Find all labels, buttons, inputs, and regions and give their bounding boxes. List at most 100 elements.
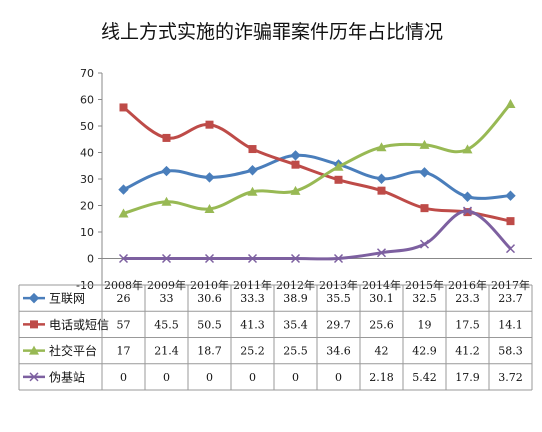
data-label: 17: [117, 345, 131, 358]
data-point: [334, 175, 343, 184]
legend-marker: [28, 292, 40, 304]
data-label: 45.5: [154, 318, 179, 331]
series-line: [122, 153, 511, 200]
x-tick-label: 2011年: [233, 278, 272, 292]
data-point: [462, 191, 473, 202]
y-tick-label: 40: [80, 147, 94, 160]
data-label: 35.4: [283, 318, 308, 331]
data-label: 34.6: [326, 345, 351, 358]
data-label: 58.3: [498, 345, 523, 358]
legend-marker-stroke: [29, 372, 39, 382]
data-point: [376, 248, 387, 258]
data-label: 18.7: [197, 345, 222, 358]
legend-label: 互联网: [49, 292, 85, 306]
data-label: 33.3: [240, 292, 265, 305]
data-point: [161, 196, 172, 206]
data-label: 29.7: [326, 318, 351, 331]
x-tick-label: 2010年: [190, 278, 229, 292]
data-point-stroke: [204, 253, 215, 264]
data-point: [505, 244, 516, 254]
data-label: 42.9: [412, 345, 437, 358]
x-tick-label: 2016年: [448, 278, 487, 292]
x-tick-label: 2013年: [319, 278, 358, 292]
data-point: [161, 253, 172, 264]
data-label: 0: [206, 371, 213, 384]
data-label: 57: [117, 318, 131, 331]
series-4: [118, 206, 516, 264]
data-point: [506, 217, 515, 226]
legend-label: 伪基站: [49, 370, 85, 384]
data-label: 25.2: [240, 345, 265, 358]
data-point: [247, 186, 258, 196]
y-tick-label: 50: [80, 120, 94, 133]
data-label: 5.42: [412, 371, 437, 384]
data-point: [420, 204, 429, 213]
data-label: 2.18: [369, 371, 394, 384]
data-label: 41.2: [455, 345, 480, 358]
data-point: [333, 161, 344, 171]
data-point: [377, 186, 386, 195]
legend-label: 电话或短信: [49, 318, 109, 332]
x-tick-label: 2012年: [276, 278, 315, 292]
data-point: [419, 239, 430, 249]
data-label: 35.5: [326, 292, 351, 305]
series-line: [123, 209, 512, 261]
data-point: [462, 206, 473, 216]
x-tick-label: 2017年: [491, 278, 530, 292]
data-point: [204, 253, 215, 264]
data-label: 26: [117, 292, 131, 305]
chart-title: 线上方式实施的诈骗罪案件历年占比情况: [101, 21, 443, 43]
data-point: [162, 133, 171, 142]
data-point: [204, 203, 215, 213]
data-label: 0: [120, 371, 127, 384]
data-label: 0: [335, 371, 342, 384]
data-point: [505, 99, 516, 109]
series-line: [123, 102, 512, 215]
data-point: [247, 253, 258, 264]
data-label: 38.9: [283, 292, 308, 305]
data-point: [248, 145, 257, 154]
data-label: 30.6: [197, 292, 222, 305]
data-point: [462, 144, 473, 154]
data-label: 0: [163, 371, 170, 384]
data-point: [290, 253, 301, 264]
data-point-stroke: [247, 253, 258, 264]
data-point: [290, 185, 301, 195]
data-label: 23.7: [498, 292, 523, 305]
data-label: 25.5: [283, 345, 308, 358]
data-point: [505, 190, 516, 201]
data-point: [291, 160, 300, 169]
legend-marker: [29, 372, 39, 382]
data-label: 25.6: [369, 318, 394, 331]
data-label: 33: [160, 292, 174, 305]
legend-marker: [30, 320, 38, 329]
data-point-stroke: [118, 253, 129, 264]
data-point: [119, 103, 128, 112]
data-label: 21.4: [154, 345, 179, 358]
y-tick-label: 20: [80, 200, 94, 213]
data-label: 14.1: [498, 318, 523, 331]
data-point: [204, 172, 215, 183]
data-point-stroke: [419, 239, 430, 249]
data-label: 41.3: [240, 318, 265, 331]
data-point: [376, 173, 387, 184]
legend-label: 社交平台: [49, 343, 97, 358]
series-3: [118, 99, 516, 218]
y-tick-label: 30: [80, 173, 94, 186]
data-point: [205, 120, 214, 129]
data-label: 0: [292, 371, 299, 384]
series-layer: [118, 99, 516, 264]
data-point: [419, 167, 430, 178]
data-label: 32.5: [412, 292, 437, 305]
data-point: [118, 253, 129, 264]
data-point-stroke: [161, 253, 172, 264]
data-label: 50.5: [197, 318, 222, 331]
data-point: [333, 253, 344, 264]
x-tick-label: 2008年: [104, 278, 143, 292]
series-2: [119, 103, 515, 226]
data-point: [419, 139, 430, 149]
data-point-stroke: [290, 253, 301, 264]
data-label: 19: [418, 318, 432, 331]
